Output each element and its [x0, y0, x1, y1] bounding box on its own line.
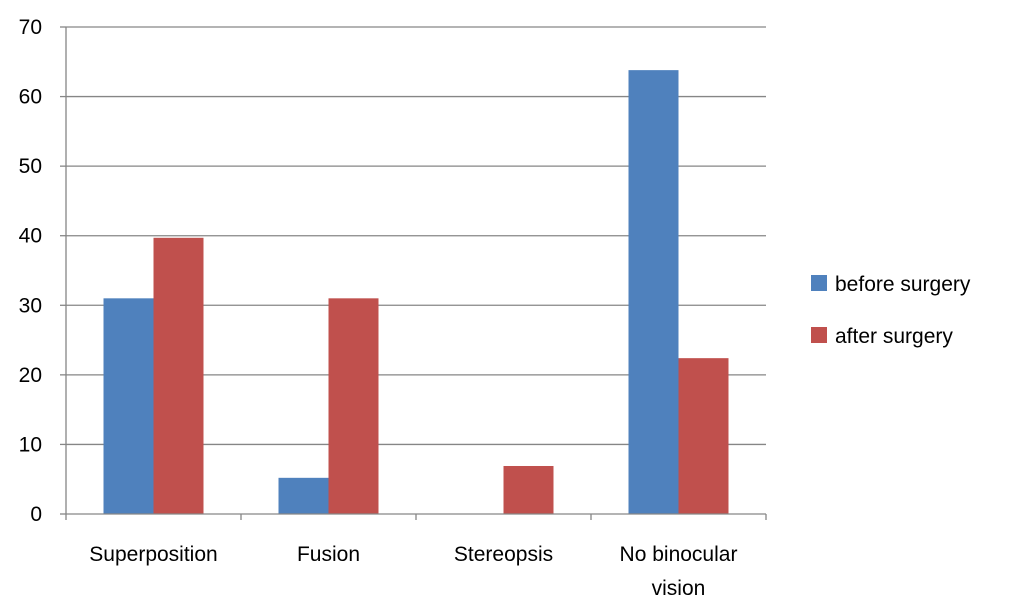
legend: before surgery after surgery [811, 273, 971, 348]
bars [103, 70, 729, 515]
axes [60, 26, 767, 520]
x-category-label-line: No binocular [620, 543, 738, 566]
x-category-label-line: Superposition [89, 543, 217, 566]
legend-swatch [811, 275, 827, 291]
y-tick-label: 20 [19, 364, 42, 387]
bar-before-surgery-3 [628, 70, 679, 515]
x-category-label: Fusion [297, 543, 360, 566]
x-category-label: Stereopsis [454, 543, 553, 566]
bar-after-surgery-0 [153, 237, 204, 514]
legend-label: before surgery [835, 273, 971, 296]
x-category-label-line: Fusion [297, 543, 360, 566]
x-category-label: No binocular vision [620, 543, 738, 597]
x-axis-labels: Superposition Fusion Stereopsis No binocula… [89, 543, 737, 597]
y-tick-label: 60 [19, 86, 42, 109]
bar-before-surgery-0 [103, 298, 154, 514]
legend-label: after surgery [835, 325, 953, 348]
bar-before-surgery-1 [278, 477, 329, 514]
y-axis-ticks: 0 10 20 30 40 50 60 70 [19, 16, 42, 526]
bar-after-surgery-3 [678, 358, 729, 514]
y-tick-label: 40 [19, 225, 42, 248]
legend-swatch [811, 327, 827, 343]
y-tick-label: 0 [30, 503, 42, 526]
bar-after-surgery-1 [328, 298, 379, 514]
bar-after-surgery-2 [503, 465, 554, 514]
x-category-label-line: Stereopsis [454, 543, 553, 566]
y-tick-label: 10 [19, 433, 42, 456]
x-category-label-line: vision [652, 577, 706, 597]
y-tick-label: 70 [19, 16, 42, 39]
y-tick-label: 50 [19, 155, 42, 178]
x-category-label: Superposition [89, 543, 217, 566]
y-tick-label: 30 [19, 294, 42, 317]
